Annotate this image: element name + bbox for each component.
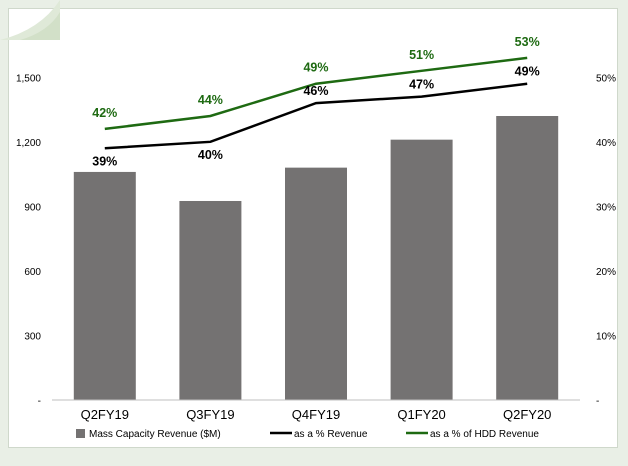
left-tick-label: 1,200 (16, 138, 41, 149)
data-label: 49% (303, 61, 328, 75)
data-labels: 39% 40% 46% 47% 49% 42% 44% 49% 51% 53% (92, 35, 539, 168)
corner-decoration (0, 0, 60, 40)
legend-label: as a % of HDD Revenue (430, 429, 539, 440)
data-label: 53% (515, 35, 540, 49)
right-axis: - 10% 20% 30% 40% 50% (596, 73, 616, 407)
data-label: 40% (198, 148, 223, 162)
series-line (104, 56, 528, 131)
category-label: Q4FY19 (292, 407, 340, 422)
data-label: 49% (515, 65, 540, 79)
right-tick-label: 50% (596, 73, 616, 84)
bar (179, 200, 242, 400)
left-tick-label: 600 (24, 267, 41, 278)
line-series (104, 56, 528, 150)
data-label: 39% (92, 154, 117, 168)
legend-label: as a % Revenue (294, 429, 368, 440)
data-label: 42% (92, 106, 117, 120)
right-tick-label: - (596, 396, 599, 407)
left-tick-label: 1,500 (16, 73, 41, 84)
category-label: Q2FY20 (503, 407, 551, 422)
right-tick-label: 30% (596, 202, 616, 213)
legend-item: as a % Revenue (270, 429, 368, 440)
legend: Mass Capacity Revenue ($M) as a % Revenue… (76, 429, 539, 440)
legend-item: Mass Capacity Revenue ($M) (76, 429, 221, 440)
category-label: Q1FY20 (397, 407, 445, 422)
right-tick-label: 40% (596, 138, 616, 149)
data-label: 51% (409, 48, 434, 62)
x-axis: Q2FY19 Q3FY19 Q4FY19 Q1FY20 Q2FY20 (81, 407, 552, 422)
bar (73, 171, 136, 400)
data-label: 44% (198, 93, 223, 107)
data-label: 46% (303, 84, 328, 98)
data-label: 47% (409, 78, 434, 92)
legend-item: as a % of HDD Revenue (406, 429, 539, 440)
series-line (104, 82, 528, 150)
right-tick-label: 20% (596, 267, 616, 278)
left-tick-label: 300 (24, 331, 41, 342)
right-tick-label: 10% (596, 331, 616, 342)
left-axis: - 300 600 900 1,200 1,500 (16, 73, 41, 407)
bar (390, 139, 453, 400)
category-label: Q3FY19 (186, 407, 234, 422)
bar-series (73, 116, 559, 400)
bar (285, 167, 347, 400)
legend-swatch (76, 429, 85, 438)
left-tick-label: 900 (24, 202, 41, 213)
left-tick-label: - (38, 396, 41, 407)
legend-label: Mass Capacity Revenue ($M) (89, 429, 221, 440)
category-label: Q2FY19 (81, 407, 129, 422)
bar (496, 116, 559, 400)
